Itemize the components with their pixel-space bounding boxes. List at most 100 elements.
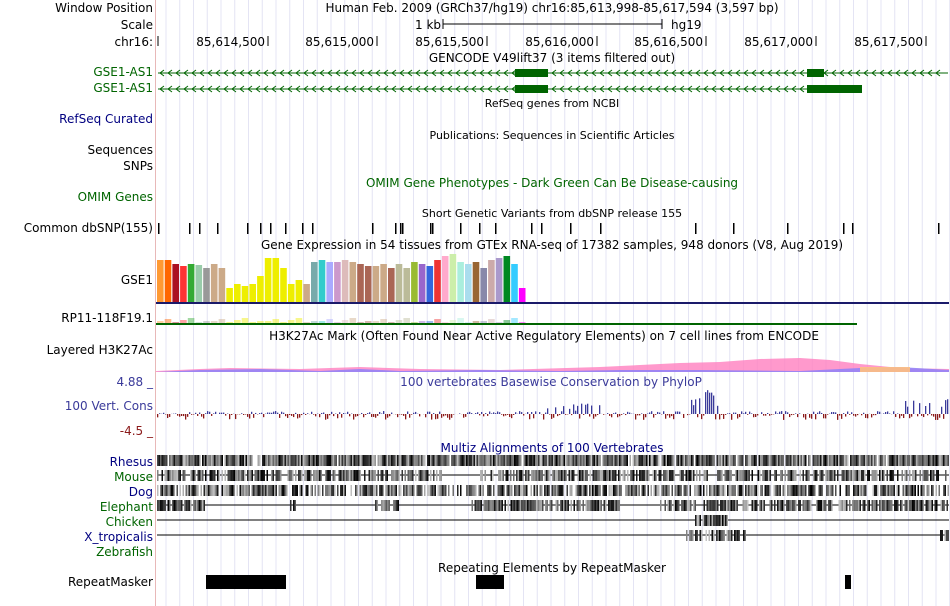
gtex-tissue-bar bbox=[403, 318, 410, 324]
alignment-block bbox=[928, 500, 930, 511]
strand-arrow bbox=[311, 69, 317, 77]
publications-label-sequences[interactable]: Sequences bbox=[87, 143, 153, 157]
refseq-track-label[interactable]: RefSeq Curated bbox=[59, 112, 153, 126]
alignment-block bbox=[817, 455, 819, 466]
phylop-score bbox=[691, 399, 693, 414]
multiz-species-dog[interactable]: Dog bbox=[128, 485, 153, 499]
alignment-block bbox=[673, 455, 675, 466]
strand-arrow bbox=[599, 69, 605, 77]
alignment-block bbox=[364, 485, 366, 496]
strand-arrow bbox=[743, 85, 749, 93]
alignment-block bbox=[205, 485, 207, 496]
phylop-track-label[interactable]: 100 Vert. Cons bbox=[64, 399, 153, 413]
alignment-block bbox=[708, 515, 710, 526]
alignment-block bbox=[190, 455, 192, 466]
dbsnp-track-label[interactable]: Common dbSNP(155) bbox=[23, 221, 153, 235]
multiz-species-chicken[interactable]: Chicken bbox=[105, 515, 153, 529]
alignment-block bbox=[539, 485, 541, 496]
phylop-score bbox=[803, 414, 805, 418]
multiz-species-mouse[interactable]: Mouse bbox=[114, 470, 153, 484]
gencode-item-label-1[interactable]: GSE1-AS1 bbox=[93, 65, 153, 79]
alignment-block bbox=[389, 485, 391, 496]
alignment-block bbox=[478, 485, 480, 496]
alignment-block bbox=[859, 485, 861, 496]
alignment-block bbox=[578, 500, 580, 511]
alignment-block bbox=[909, 500, 911, 511]
phylop-score bbox=[795, 413, 797, 414]
gtex-tissue-bar bbox=[480, 268, 487, 302]
dbsnp-variant-ticks[interactable] bbox=[0, 221, 950, 235]
alignment-block bbox=[310, 455, 312, 466]
multiz-species-zebrafish[interactable]: Zebrafish bbox=[96, 545, 153, 559]
alignment-block bbox=[744, 530, 746, 541]
gtex-tissue-bar bbox=[434, 319, 441, 324]
phylop-score bbox=[377, 414, 379, 416]
alignment-block bbox=[615, 500, 617, 511]
strand-arrow bbox=[591, 69, 597, 77]
gtex-gene-label-gse1[interactable]: GSE1 bbox=[120, 273, 153, 287]
repeatmasker-track-label[interactable]: RepeatMasker bbox=[67, 575, 153, 589]
alignment-block bbox=[769, 485, 771, 496]
alignment-block bbox=[695, 485, 697, 496]
alignment-block bbox=[793, 500, 795, 511]
alignment-block bbox=[379, 485, 381, 496]
ruler-tick-label: 85,616,000 bbox=[525, 35, 594, 49]
alignment-block bbox=[501, 470, 503, 481]
omim-track-label[interactable]: OMIM Genes bbox=[77, 190, 153, 204]
gtex-gene-label-rp11[interactable]: RP11-118F19.1 bbox=[61, 311, 153, 325]
alignment-block bbox=[341, 470, 343, 481]
gtex-expression-bars[interactable] bbox=[0, 250, 950, 330]
strand-arrow bbox=[335, 85, 341, 93]
h3k27ac-track-label[interactable]: Layered H3K27Ac bbox=[46, 343, 153, 357]
alignment-block bbox=[673, 500, 675, 511]
alignment-block bbox=[850, 455, 852, 466]
alignment-block bbox=[508, 455, 510, 466]
alignment-block bbox=[835, 455, 837, 466]
alignment-block bbox=[632, 455, 634, 466]
alignment-block bbox=[677, 485, 679, 496]
alignment-block bbox=[439, 470, 441, 481]
gtex-tissue-bar bbox=[287, 320, 295, 324]
publications-label-snps[interactable]: SNPs bbox=[123, 159, 153, 173]
alignment-block bbox=[263, 470, 265, 481]
multiz-species-rhesus[interactable]: Rhesus bbox=[109, 455, 153, 469]
alignment-block bbox=[598, 485, 600, 496]
base-position-ruler[interactable]: 85,614,500 85,615,000 85,615,500 85,616,000… bbox=[0, 32, 950, 52]
alignment-block bbox=[716, 515, 718, 526]
phylop-conservation-plot[interactable] bbox=[0, 380, 950, 440]
phylop-score bbox=[283, 412, 285, 414]
alignment-block bbox=[662, 485, 664, 496]
alignment-block bbox=[643, 455, 645, 466]
alignment-block bbox=[905, 455, 907, 466]
phylop-score bbox=[439, 411, 441, 414]
phylop-score bbox=[843, 413, 845, 414]
phylop-score bbox=[301, 414, 303, 416]
alignment-block bbox=[514, 485, 516, 496]
alignment-block bbox=[730, 500, 732, 511]
phylop-score bbox=[787, 412, 789, 414]
alignment-block bbox=[227, 470, 229, 481]
alignment-block bbox=[259, 455, 261, 466]
alignment-block bbox=[662, 455, 664, 466]
phylop-score bbox=[229, 414, 231, 420]
alignment-block bbox=[517, 485, 519, 496]
alignment-block bbox=[921, 500, 923, 511]
alignment-block bbox=[604, 455, 606, 466]
alignment-block bbox=[807, 470, 809, 481]
multiz-alignment-blocks[interactable] bbox=[0, 452, 950, 557]
gtex-tissue-bar bbox=[280, 268, 287, 302]
gencode-gene-models[interactable] bbox=[0, 60, 950, 100]
multiz-species-elephant[interactable]: Elephant bbox=[99, 500, 153, 514]
phylop-score bbox=[243, 414, 245, 415]
alignment-block bbox=[511, 455, 513, 466]
alignment-block bbox=[167, 470, 169, 481]
multiz-species-xtropicalis[interactable]: X_tropicalis bbox=[84, 530, 153, 544]
alignment-block bbox=[407, 485, 409, 496]
h3k27ac-signal[interactable] bbox=[0, 350, 950, 375]
alignment-block bbox=[883, 485, 885, 496]
gencode-item-label-2[interactable]: GSE1-AS1 bbox=[93, 81, 153, 95]
alignment-block bbox=[289, 455, 291, 466]
alignment-block bbox=[358, 470, 360, 481]
gtex-tissue-bar bbox=[372, 321, 380, 324]
repeatmasker-elements[interactable] bbox=[0, 570, 950, 595]
